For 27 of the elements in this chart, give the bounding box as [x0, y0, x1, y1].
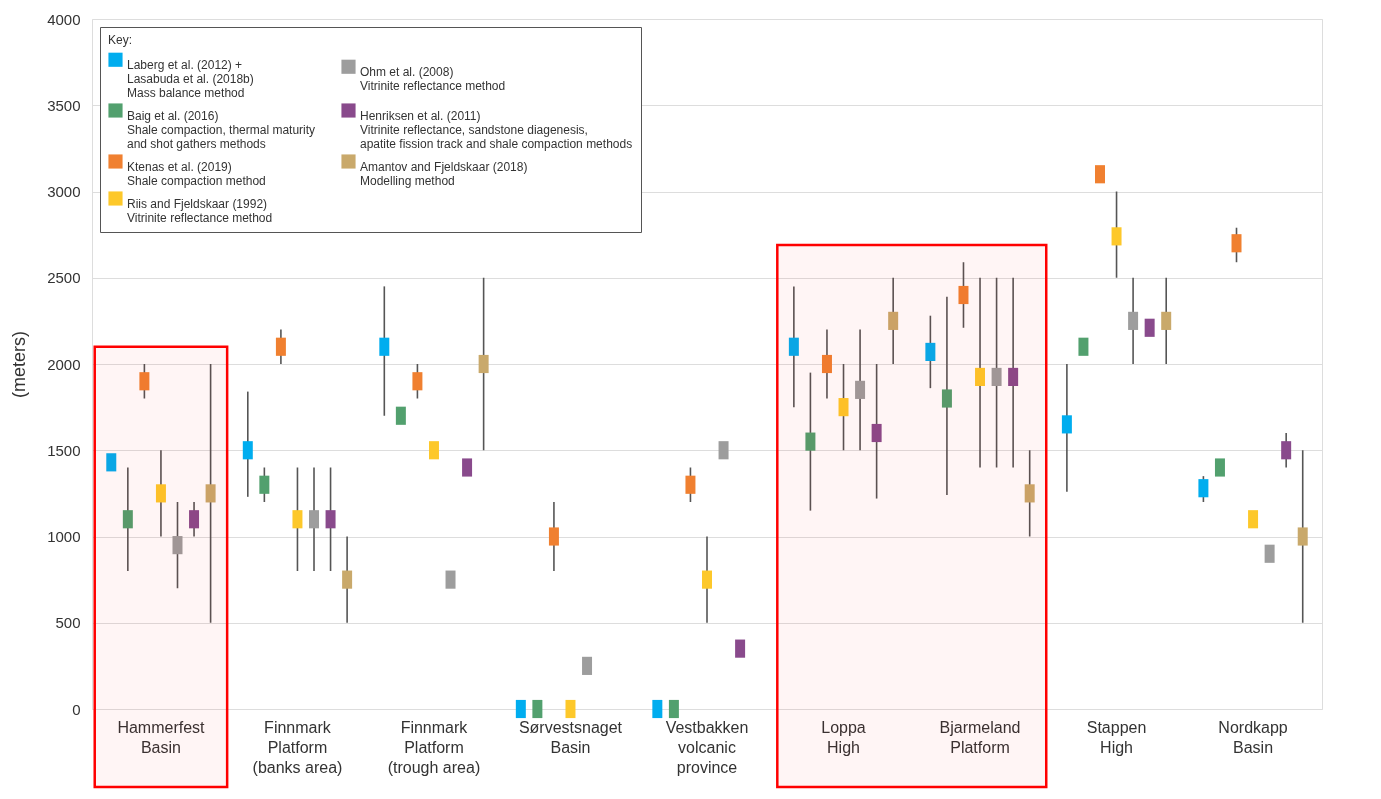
y-tick-label: 3500: [47, 96, 81, 114]
x-tick-label: Finnmark Platform (banks area): [252, 718, 343, 776]
y-tick-label: 2000: [47, 355, 81, 373]
x-tick-label: Finnmark Platform (trough area): [387, 718, 481, 776]
legend-title: Key:: [108, 33, 133, 47]
x-tick-label: Sørvestsnaget Basin: [518, 718, 623, 756]
y-tick-label: 500: [55, 614, 81, 632]
legend-label: Amantov and Fjeldskaar (2018) Modelling method: [360, 159, 528, 188]
y-tick-label: 4000: [47, 10, 81, 28]
legend-label: Laberg et al. (2012) + Lasabuda et al. (2018b) Mass balance method: [127, 57, 254, 100]
y-tick-label: 2500: [47, 269, 81, 287]
legend-label: Baig et al. (2016) Shale compaction, thermal maturity and shot gathers methods: [127, 108, 316, 151]
x-tick-label: Loppa High: [821, 718, 866, 756]
y-tick-label: 1000: [47, 528, 81, 545]
x-tick-label: Hammerfest Basin: [117, 718, 206, 756]
y-tick-label: 1500: [47, 441, 81, 459]
y-tick-label: 3000: [47, 183, 81, 200]
y-tick-label: 0: [72, 700, 81, 718]
x-tick-label: Stappen High: [1086, 718, 1147, 756]
x-tick-label: Vestbakken volcanic province: [665, 718, 749, 776]
x-tick-label: Bjarmeland Platform: [939, 718, 1021, 756]
legend-label: Henriksen et al. (2011) Vitrinite reflectance, sandstone diagenesis, apatite fission track and shale compaction methods: [360, 108, 633, 151]
y-axis-title: (meters): [9, 331, 30, 398]
legend-label: Ohm et al. (2008) Vitrinite reflectance method: [360, 64, 506, 93]
legend-label: Ktenas et al. (2019) Shale compaction method: [127, 159, 266, 188]
legend-label: Riis and Fjeldskaar (1992) Vitrinite reflectance method: [127, 196, 273, 225]
x-tick-label: Nordkapp Basin: [1218, 718, 1288, 756]
